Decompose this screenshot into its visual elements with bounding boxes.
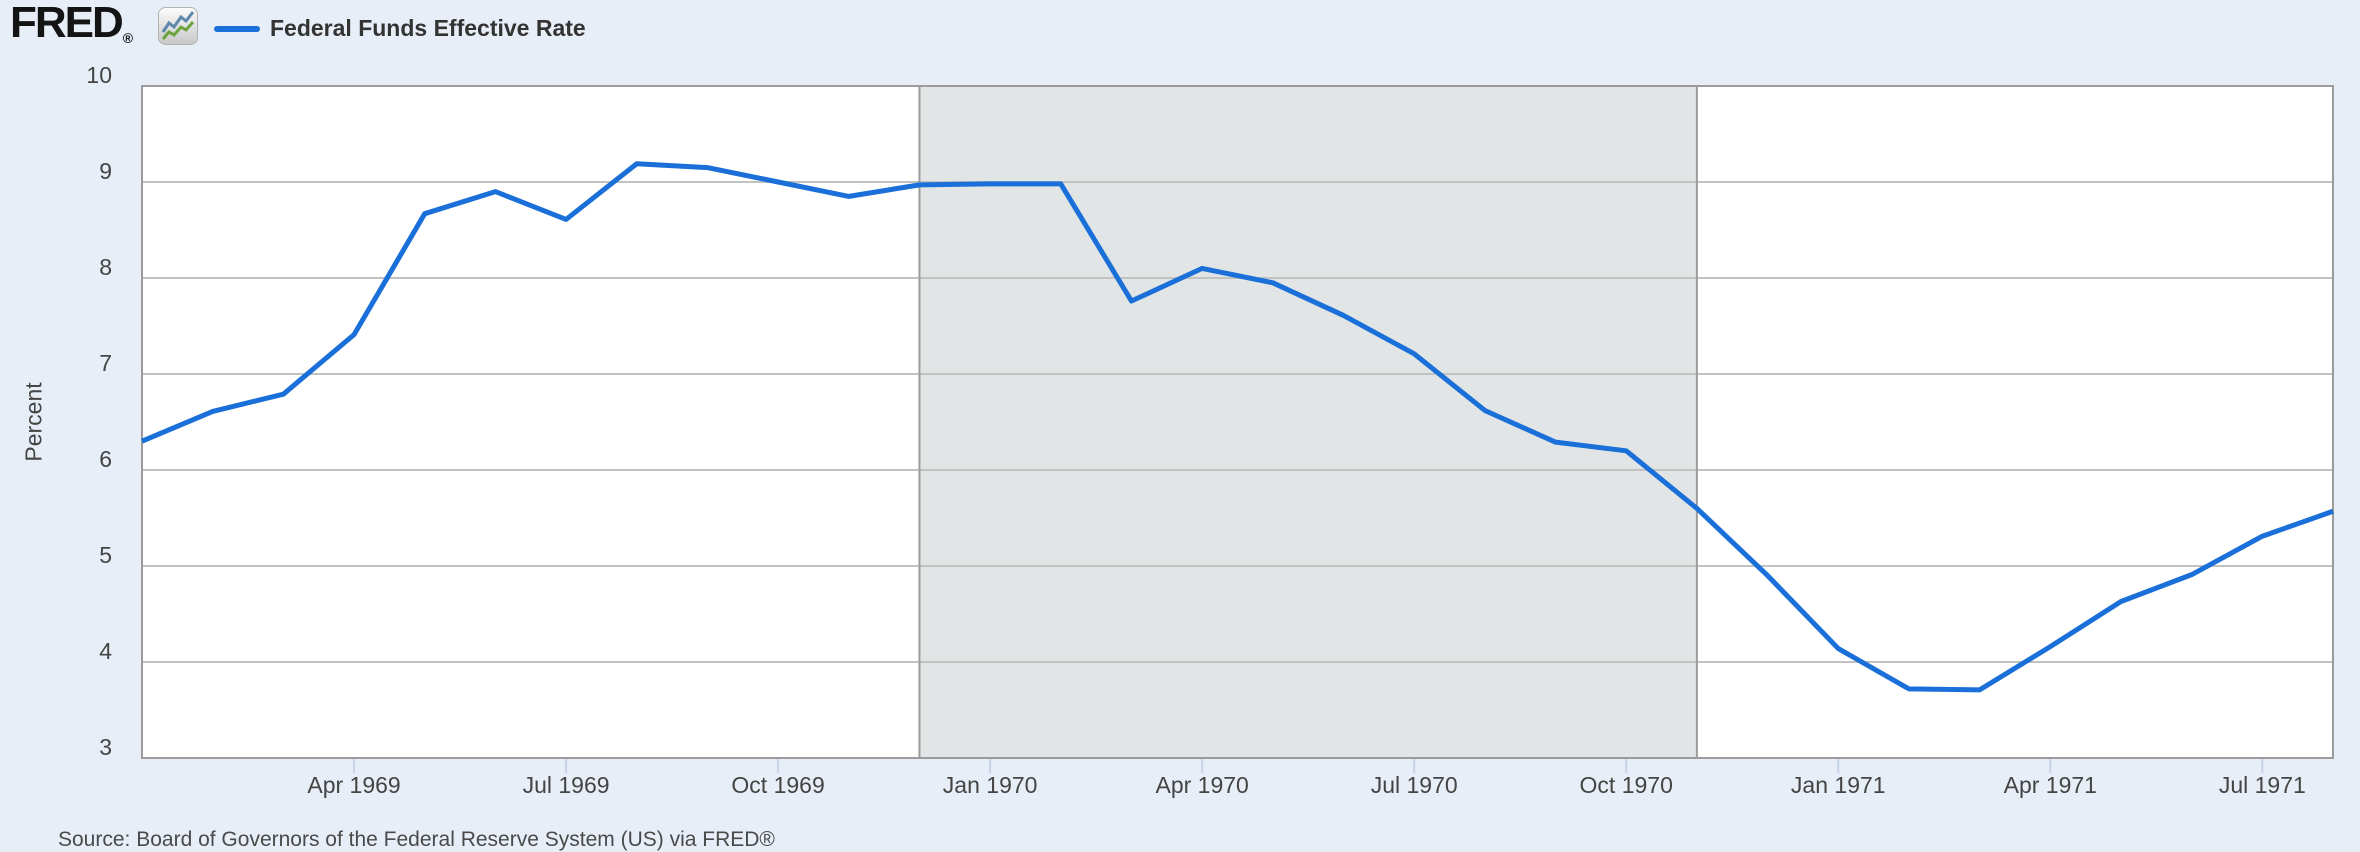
fred-logo-text: FRED — [10, 0, 124, 47]
source-attribution: Source: Board of Governors of the Federa… — [58, 828, 775, 851]
recession-band — [919, 86, 1697, 758]
y-axis-tick-label: 6 — [99, 446, 112, 472]
y-axis-tick-label: 7 — [99, 350, 112, 376]
icon-green-sparkline — [161, 21, 195, 40]
x-axis-tick-label: Apr 1969 — [307, 772, 401, 798]
y-axis-tick-label: 4 — [99, 638, 112, 664]
fred-logo-chart-icon — [158, 7, 198, 45]
data-line-series — [141, 161, 2334, 693]
x-axis-tick-label: Jul 1970 — [1370, 772, 1458, 798]
icon-blue-sparkline — [161, 11, 195, 33]
y-axis-tick-label: 8 — [99, 254, 112, 280]
x-axis-tick-label: Jan 1971 — [1790, 772, 1886, 798]
y-axis-tick-label: 3 — [99, 734, 112, 760]
y-axis-tick-label: 9 — [99, 158, 112, 184]
x-axis-tick-label: Oct 1969 — [731, 772, 825, 798]
legend-series-label: Federal Funds Effective Rate — [270, 15, 586, 41]
x-axis-tick-label: Jul 1971 — [2218, 772, 2306, 798]
registered-trademark-icon: ® — [122, 30, 134, 46]
fred-logo[interactable]: FRED® — [10, 0, 133, 61]
x-axis-tick-label: Apr 1971 — [2003, 772, 2097, 798]
x-axis-tick-label: Jan 1970 — [942, 772, 1038, 798]
legend-line-swatch — [214, 26, 260, 32]
plot-border — [141, 85, 2334, 759]
y-axis-tick-label: 10 — [86, 62, 112, 88]
x-axis-tick-label: Apr 1970 — [1155, 772, 1249, 798]
y-axis-tick-label: 5 — [99, 542, 112, 568]
x-axis-tick-label: Oct 1970 — [1579, 772, 1673, 798]
x-axis-tick-label: Jul 1969 — [522, 772, 610, 798]
